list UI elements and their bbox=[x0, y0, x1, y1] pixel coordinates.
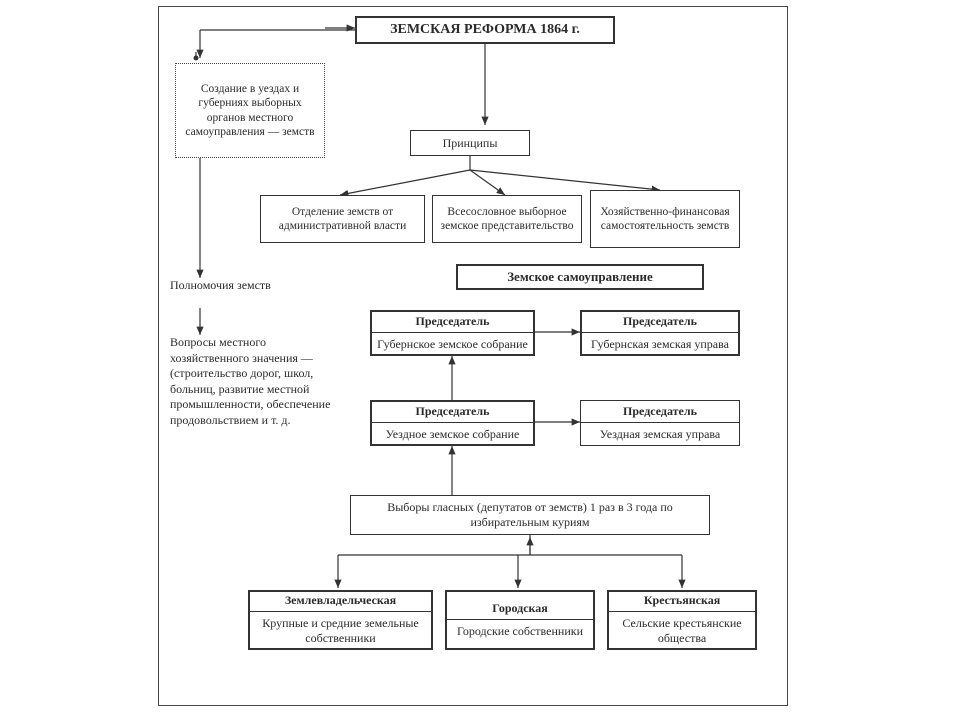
node-title: ЗЕМСКАЯ РЕФОРМА 1864 г. bbox=[355, 16, 615, 44]
node-curia-land: Землевладельческая Крупные и средние зем… bbox=[248, 590, 433, 650]
label-issues: Вопросы местного хозяйственного значения… bbox=[170, 335, 340, 429]
p3-text: Хозяйственно-финансовая самостоятельност… bbox=[596, 205, 734, 234]
gub-upr-top: Председатель bbox=[582, 311, 738, 333]
uezd-upr-top: Председатель bbox=[581, 401, 739, 423]
c1-bot: Крупные и средние земельные собственники bbox=[250, 612, 431, 650]
selfgov-text: Земское самоуправление bbox=[463, 269, 697, 285]
c3-bot: Сельские крестьянские общества bbox=[609, 612, 755, 650]
node-principles: Принципы bbox=[410, 130, 530, 156]
uezd-sobr-top: Председатель bbox=[372, 401, 533, 423]
elections-text: Выборы гласных (депутатов от земств) 1 р… bbox=[356, 500, 704, 530]
node-principle-1: Отделение земств от административной вла… bbox=[260, 195, 425, 243]
issues-text: Вопросы местного хозяйственного значения… bbox=[170, 335, 330, 427]
diagram-canvas: ЗЕМСКАЯ РЕФОРМА 1864 г. Создание в уезда… bbox=[0, 0, 960, 720]
node-selfgov: Земское самоуправление bbox=[456, 264, 704, 290]
c2-bot: Городские собственники bbox=[447, 620, 593, 643]
gub-upr-bot: Губернская земская управа bbox=[582, 333, 738, 356]
principles-text: Принципы bbox=[416, 136, 524, 151]
node-uezd-sobranie: Председатель Уездное земское собрание bbox=[370, 400, 535, 446]
c3-top: Крестьянская bbox=[609, 590, 755, 612]
p2-text: Всесословное выборное земское представит… bbox=[438, 205, 576, 234]
c1-top: Землевладельческая bbox=[250, 590, 431, 612]
uezd-sobr-bot: Уездное земское собрание bbox=[372, 423, 533, 446]
powers-text: Полномочия земств bbox=[170, 278, 271, 292]
p1-text: Отделение земств от административной вла… bbox=[266, 205, 419, 234]
title-text: ЗЕМСКАЯ РЕФОРМА 1864 г. bbox=[362, 21, 608, 39]
node-curia-peasant: Крестьянская Сельские крестьянские общес… bbox=[607, 590, 757, 650]
node-elections: Выборы гласных (депутатов от земств) 1 р… bbox=[350, 495, 710, 535]
uezd-upr-bot: Уездная земская управа bbox=[581, 423, 739, 446]
node-principle-2: Всесословное выборное земское представит… bbox=[432, 195, 582, 243]
node-principle-3: Хозяйственно-финансовая самостоятельност… bbox=[590, 190, 740, 248]
label-powers: Полномочия земств bbox=[170, 278, 290, 294]
gub-sobr-bot: Губернское земское собрание bbox=[372, 333, 533, 356]
node-gub-uprava: Председатель Губернская земская управа bbox=[580, 310, 740, 356]
gub-sobr-top: Председатель bbox=[372, 311, 533, 333]
c2-top: Городская bbox=[447, 598, 593, 620]
node-uezd-uprava: Председатель Уездная земская управа bbox=[580, 400, 740, 446]
node-curia-city: Городская Городские собственники bbox=[445, 590, 595, 650]
node-creation: Создание в уездах и губерниях выборных о… bbox=[175, 63, 325, 158]
creation-text: Создание в уездах и губерниях выборных о… bbox=[181, 82, 319, 140]
node-gub-sobranie: Председатель Губернское земское собрание bbox=[370, 310, 535, 356]
